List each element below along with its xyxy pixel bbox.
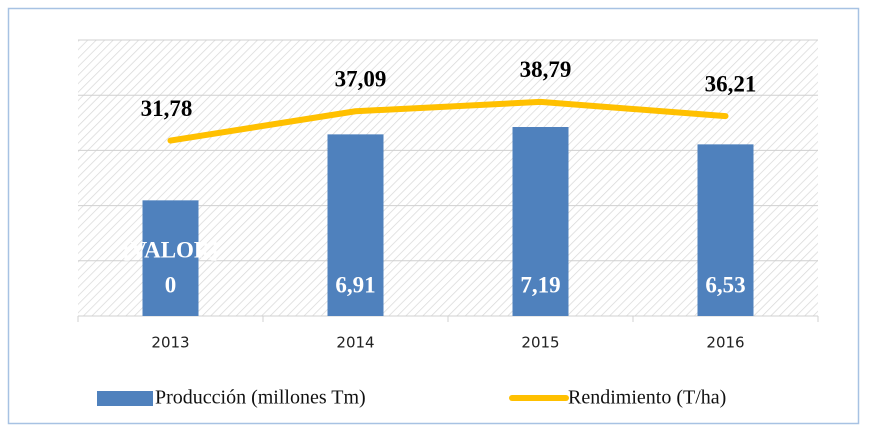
line-value-label: 31,78: [141, 96, 193, 121]
legend-swatch: [97, 391, 153, 406]
x-tick-label: 2014: [336, 334, 374, 352]
bar-value-label: 6,53: [705, 272, 745, 297]
x-tick-label: 2015: [521, 334, 559, 352]
annotation: 0: [165, 272, 177, 297]
bar: [512, 127, 569, 317]
plot-area: [78, 40, 818, 316]
bar-value-label: 6,91: [335, 272, 375, 297]
bar: [142, 200, 199, 316]
line-value-label: 37,09: [335, 67, 387, 92]
annotation: [VALOR]: [123, 237, 218, 262]
x-tick-label: 2016: [706, 334, 744, 352]
bar: [697, 144, 754, 316]
bar: [327, 134, 384, 316]
bar-value-label: 7,19: [520, 272, 560, 297]
legend-label: Producción (millones Tm): [155, 387, 366, 409]
line-value-label: 36,21: [705, 71, 757, 96]
line-value-label: 38,79: [520, 57, 572, 82]
x-tick-label: 2013: [151, 334, 189, 352]
legend-label: Rendimiento (T/ha): [568, 387, 726, 409]
line: [167, 98, 729, 144]
